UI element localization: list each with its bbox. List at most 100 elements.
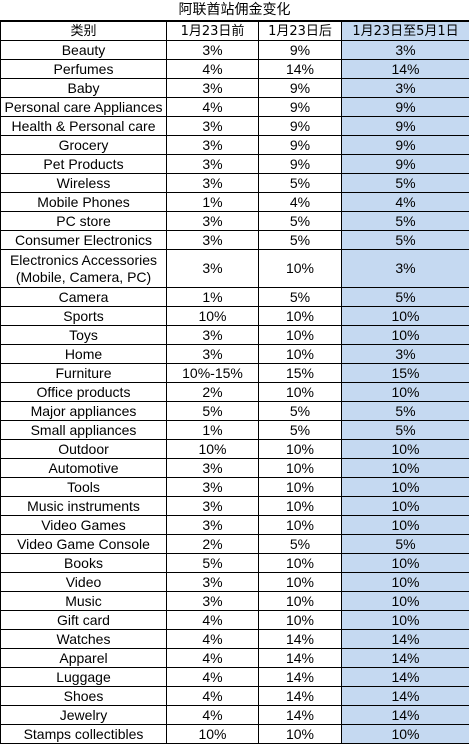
before-jan23-cell: 3% xyxy=(166,154,259,174)
before-jan23-cell: 10% xyxy=(166,439,259,459)
category-cell: Apparel xyxy=(0,648,167,668)
jan23-to-may1-cell: 10% xyxy=(341,610,469,630)
before-jan23-cell: 4% xyxy=(166,97,259,117)
table-row: Outdoor 10% 10% 10% xyxy=(0,439,469,459)
category-cell: Electronics Accessories (Mobile, Camera,… xyxy=(0,249,167,288)
jan23-to-may1-cell: 10% xyxy=(341,724,469,744)
jan23-to-may1-cell: 14% xyxy=(341,59,469,79)
sheet-title: 阿联酋站佣金变化 xyxy=(0,0,469,21)
after-jan23-cell: 10% xyxy=(258,439,342,459)
table-row: Watches 4% 14% 14% xyxy=(0,629,469,649)
header-before-jan23: 1月23日前 xyxy=(166,21,259,41)
before-jan23-cell: 4% xyxy=(166,686,259,706)
jan23-to-may1-cell: 10% xyxy=(341,439,469,459)
after-jan23-cell: 10% xyxy=(258,325,342,345)
after-jan23-cell: 14% xyxy=(258,629,342,649)
after-jan23-cell: 9% xyxy=(258,135,342,155)
table-body: Beauty 3% 9% 3% Perfumes 4% 14% 14% Baby 3% 9% 3% Pe… xyxy=(0,40,469,744)
before-jan23-cell: 3% xyxy=(166,591,259,611)
category-cell: Furniture xyxy=(0,363,167,383)
before-jan23-cell: 3% xyxy=(166,477,259,497)
table-row: Automotive 3% 10% 10% xyxy=(0,458,469,478)
before-jan23-cell: 5% xyxy=(166,401,259,421)
category-cell: Books xyxy=(0,553,167,573)
before-jan23-cell: 2% xyxy=(166,534,259,554)
after-jan23-cell: 14% xyxy=(258,648,342,668)
jan23-to-may1-cell: 14% xyxy=(341,648,469,668)
before-jan23-cell: 4% xyxy=(166,667,259,687)
after-jan23-cell: 10% xyxy=(258,382,342,402)
table-row: Video Games 3% 10% 10% xyxy=(0,515,469,535)
after-jan23-cell: 10% xyxy=(258,477,342,497)
jan23-to-may1-cell: 5% xyxy=(341,230,469,250)
after-jan23-cell: 9% xyxy=(258,40,342,60)
category-cell: Small appliances xyxy=(0,420,167,440)
table-row: Consumer Electronics 3% 5% 5% xyxy=(0,230,469,250)
category-cell: Personal care Appliances xyxy=(0,97,167,117)
after-jan23-cell: 5% xyxy=(258,534,342,554)
before-jan23-cell: 5% xyxy=(166,553,259,573)
jan23-to-may1-cell: 14% xyxy=(341,686,469,706)
category-cell: Perfumes xyxy=(0,59,167,79)
jan23-to-may1-cell: 5% xyxy=(341,173,469,193)
header-jan23-to-may1: 1月23日至5月1日 xyxy=(341,21,469,41)
after-jan23-cell: 9% xyxy=(258,154,342,174)
jan23-to-may1-cell: 14% xyxy=(341,629,469,649)
before-jan23-cell: 2% xyxy=(166,382,259,402)
before-jan23-cell: 3% xyxy=(166,249,259,288)
table-row: Pet Products 3% 9% 9% xyxy=(0,154,469,174)
category-cell: Stamps collectibles xyxy=(0,724,167,744)
jan23-to-may1-cell: 15% xyxy=(341,363,469,383)
jan23-to-may1-cell: 5% xyxy=(341,534,469,554)
jan23-to-may1-cell: 3% xyxy=(341,249,469,288)
after-jan23-cell: 10% xyxy=(258,724,342,744)
header-category: 类别 xyxy=(0,21,167,41)
jan23-to-may1-cell: 3% xyxy=(341,344,469,364)
after-jan23-cell: 5% xyxy=(258,173,342,193)
table-row: Major appliances 5% 5% 5% xyxy=(0,401,469,421)
table-row: Furniture 10%-15% 15% 15% xyxy=(0,363,469,383)
after-jan23-cell: 14% xyxy=(258,705,342,725)
before-jan23-cell: 3% xyxy=(166,458,259,478)
category-cell: Music instruments xyxy=(0,496,167,516)
jan23-to-may1-cell: 5% xyxy=(341,211,469,231)
category-cell: Outdoor xyxy=(0,439,167,459)
after-jan23-cell: 5% xyxy=(258,401,342,421)
after-jan23-cell: 5% xyxy=(258,230,342,250)
header-row: 类别 1月23日前 1月23日后 1月23日至5月1日 xyxy=(0,21,469,41)
jan23-to-may1-cell: 10% xyxy=(341,477,469,497)
after-jan23-cell: 10% xyxy=(258,572,342,592)
category-cell: Gift card xyxy=(0,610,167,630)
table-row: Sports 10% 10% 10% xyxy=(0,306,469,326)
before-jan23-cell: 3% xyxy=(166,515,259,535)
before-jan23-cell: 3% xyxy=(166,496,259,516)
before-jan23-cell: 1% xyxy=(166,192,259,212)
before-jan23-cell: 1% xyxy=(166,420,259,440)
jan23-to-may1-cell: 3% xyxy=(341,40,469,60)
jan23-to-may1-cell: 9% xyxy=(341,116,469,136)
category-cell: Health & Personal care xyxy=(0,116,167,136)
before-jan23-cell: 3% xyxy=(166,116,259,136)
category-cell: Pet Products xyxy=(0,154,167,174)
after-jan23-cell: 10% xyxy=(258,553,342,573)
table-row: Shoes 4% 14% 14% xyxy=(0,686,469,706)
after-jan23-cell: 14% xyxy=(258,667,342,687)
category-cell: Major appliances xyxy=(0,401,167,421)
category-cell: Sports xyxy=(0,306,167,326)
jan23-to-may1-cell: 14% xyxy=(341,705,469,725)
jan23-to-may1-cell: 10% xyxy=(341,496,469,516)
category-cell: Tools xyxy=(0,477,167,497)
before-jan23-cell: 4% xyxy=(166,648,259,668)
after-jan23-cell: 10% xyxy=(258,344,342,364)
jan23-to-may1-cell: 5% xyxy=(341,287,469,307)
before-jan23-cell: 10% xyxy=(166,724,259,744)
table-row: Beauty 3% 9% 3% xyxy=(0,40,469,60)
after-jan23-cell: 10% xyxy=(258,458,342,478)
table-row: Jewelry 4% 14% 14% xyxy=(0,705,469,725)
table-row: Electronics Accessories (Mobile, Camera,… xyxy=(0,249,469,288)
category-cell: Toys xyxy=(0,325,167,345)
jan23-to-may1-cell: 10% xyxy=(341,591,469,611)
table-row: Tools 3% 10% 10% xyxy=(0,477,469,497)
jan23-to-may1-cell: 9% xyxy=(341,97,469,117)
